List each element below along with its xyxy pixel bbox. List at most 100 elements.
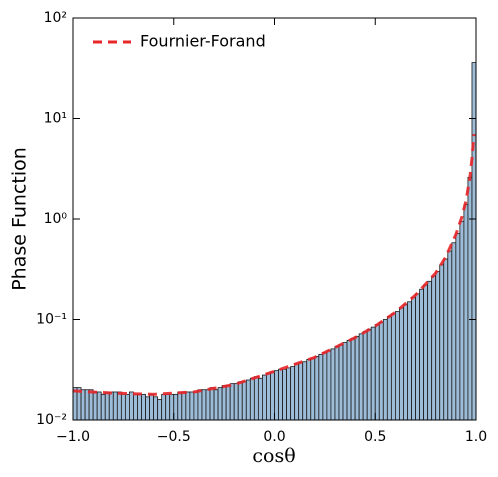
- bar: [205, 389, 211, 421]
- bar: [241, 381, 247, 421]
- bar: [342, 342, 348, 421]
- bar: [463, 203, 469, 421]
- bar: [112, 391, 118, 421]
- legend-label: Fournier-Forand: [140, 32, 266, 51]
- y-tick-label: 10⁰: [44, 211, 68, 227]
- bar: [322, 352, 328, 421]
- bar: [294, 363, 300, 421]
- bar: [213, 389, 219, 421]
- bar: [330, 348, 336, 421]
- bar: [326, 350, 332, 421]
- bar: [334, 345, 340, 421]
- bar: [266, 373, 271, 421]
- bar: [137, 393, 142, 421]
- y-tick-label: 10⁻¹: [36, 312, 67, 328]
- bar: [116, 391, 122, 421]
- x-tick-label: 0.0: [263, 429, 285, 445]
- bar: [173, 393, 179, 421]
- bar: [358, 333, 364, 421]
- bar: [120, 393, 126, 421]
- bar: [278, 368, 283, 421]
- bar: [447, 250, 453, 421]
- bar: [153, 396, 159, 421]
- bar: [419, 288, 425, 421]
- x-tick-label: −1.0: [56, 429, 90, 445]
- bar: [249, 377, 255, 421]
- bar: [382, 319, 388, 421]
- bar: [96, 391, 102, 421]
- bar: [286, 367, 292, 421]
- bar: [306, 359, 312, 421]
- bar: [298, 362, 304, 421]
- bar: [193, 391, 199, 421]
- bar: [439, 264, 445, 421]
- bar: [201, 389, 207, 421]
- bar: [108, 391, 114, 421]
- bar: [270, 371, 275, 421]
- bar: [431, 275, 437, 421]
- bar: [217, 387, 223, 421]
- bar: [467, 176, 473, 421]
- bar: [92, 391, 98, 421]
- bar: [407, 301, 412, 421]
- bar: [129, 391, 134, 421]
- bar: [161, 393, 167, 421]
- bar: [362, 331, 368, 421]
- bar: [290, 366, 296, 421]
- bar: [185, 391, 191, 421]
- bar: [374, 324, 380, 421]
- y-tick-label: 10¹: [44, 111, 67, 127]
- bar: [302, 361, 308, 421]
- bar: [386, 316, 392, 421]
- bar: [253, 376, 259, 421]
- bar: [378, 321, 384, 421]
- bar: [346, 339, 352, 421]
- bar: [350, 337, 356, 421]
- bar: [209, 387, 215, 421]
- bar: [274, 370, 279, 421]
- bar: [149, 393, 155, 421]
- bar: [141, 393, 146, 421]
- y-tick-label: 10⁻²: [36, 412, 67, 428]
- bar: [88, 389, 94, 421]
- bar: [197, 389, 203, 421]
- bar: [225, 385, 231, 421]
- bar: [157, 399, 163, 421]
- bar: [423, 284, 429, 421]
- bar: [370, 326, 376, 421]
- bar: [310, 358, 316, 421]
- bar: [262, 374, 267, 421]
- bar: [443, 258, 449, 421]
- bar: [399, 307, 404, 421]
- bar: [237, 381, 243, 421]
- bar: [338, 344, 344, 421]
- bar: [100, 393, 106, 421]
- bar: [415, 293, 420, 421]
- bar: [257, 377, 263, 421]
- bar: [403, 304, 408, 421]
- bar: [318, 353, 324, 421]
- bar: [455, 232, 461, 421]
- bar: [233, 383, 239, 421]
- bar: [245, 379, 251, 421]
- bar: [459, 220, 465, 421]
- bar: [165, 393, 171, 421]
- bar: [471, 62, 477, 421]
- bar: [80, 389, 86, 421]
- x-axis-label: cosθ: [252, 445, 295, 467]
- bar: [411, 297, 416, 421]
- bar: [145, 396, 150, 421]
- y-axis-label: Phase Function: [9, 147, 31, 291]
- bar: [133, 393, 138, 421]
- fit-line: [72, 133, 476, 396]
- bar: [427, 280, 433, 421]
- bar: [314, 355, 320, 421]
- bar: [124, 393, 130, 421]
- bar: [354, 335, 360, 421]
- bar: [394, 311, 400, 421]
- bar: [189, 391, 195, 421]
- bar: [169, 393, 175, 421]
- bar: [282, 368, 287, 421]
